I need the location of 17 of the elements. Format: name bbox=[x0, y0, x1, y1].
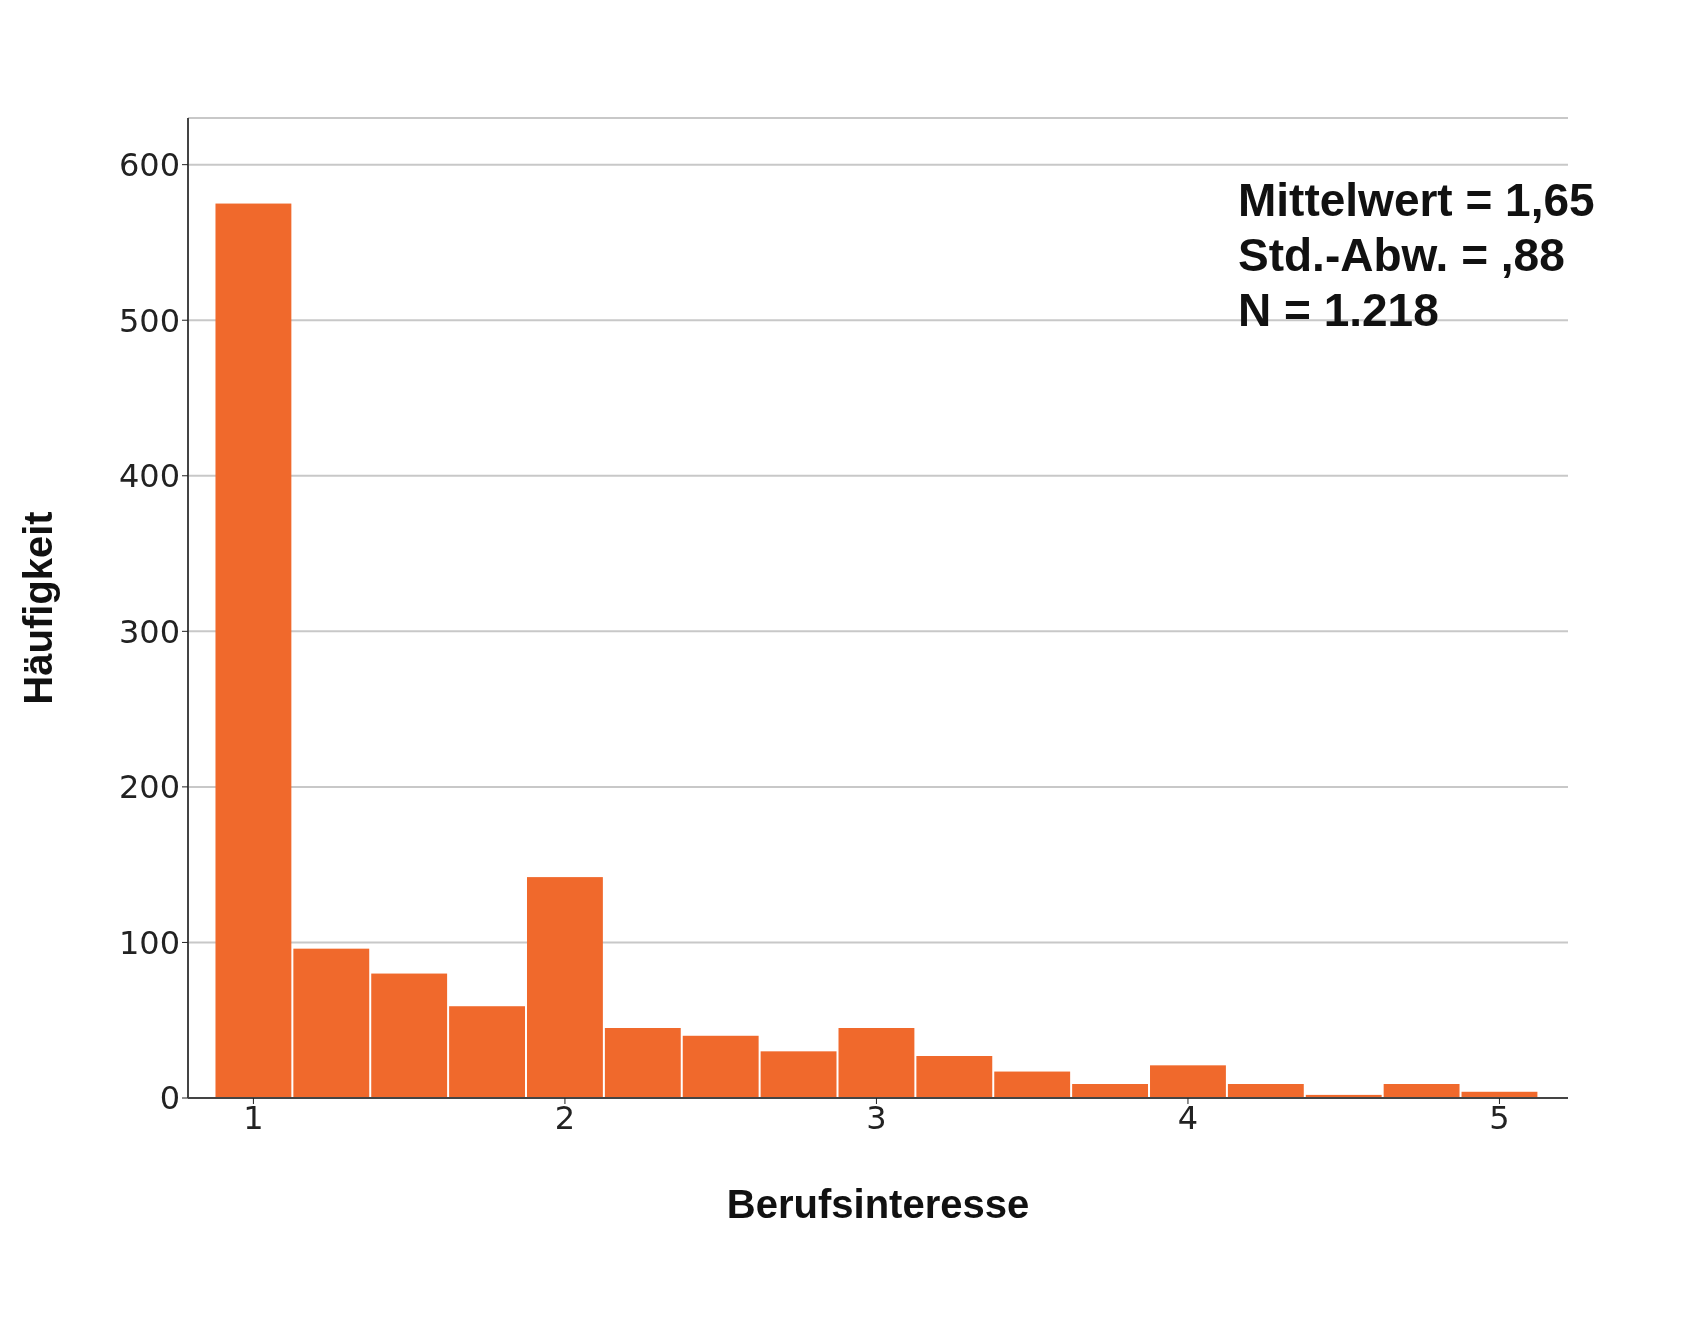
x-tick-label: 1 bbox=[243, 1098, 264, 1137]
y-axis-title: Häufigkeit bbox=[16, 511, 61, 705]
annotation: N = 1.218 bbox=[1238, 283, 1440, 339]
x-tick-label: 5 bbox=[1489, 1098, 1510, 1137]
y-tick-label: 500 bbox=[118, 301, 180, 340]
annotation: Mittelwert = 1,65 bbox=[1238, 173, 1595, 228]
y-tick-label: 200 bbox=[118, 768, 180, 807]
y-tick-label: 100 bbox=[118, 923, 180, 962]
y-tick-label: 600 bbox=[118, 146, 180, 185]
y-tick-label: 300 bbox=[118, 612, 180, 651]
y-tick-label: 400 bbox=[118, 457, 180, 496]
annotation: Std.-Abw. = ,88 bbox=[1238, 228, 1566, 284]
x-tick-label: 2 bbox=[554, 1098, 576, 1137]
y-tick-label: 0 bbox=[159, 1079, 180, 1118]
x-axis-title: Berufsinteresse bbox=[726, 1182, 1030, 1226]
x-tick-label: 3 bbox=[866, 1098, 887, 1137]
x-tick-label: 4 bbox=[1177, 1098, 1199, 1137]
